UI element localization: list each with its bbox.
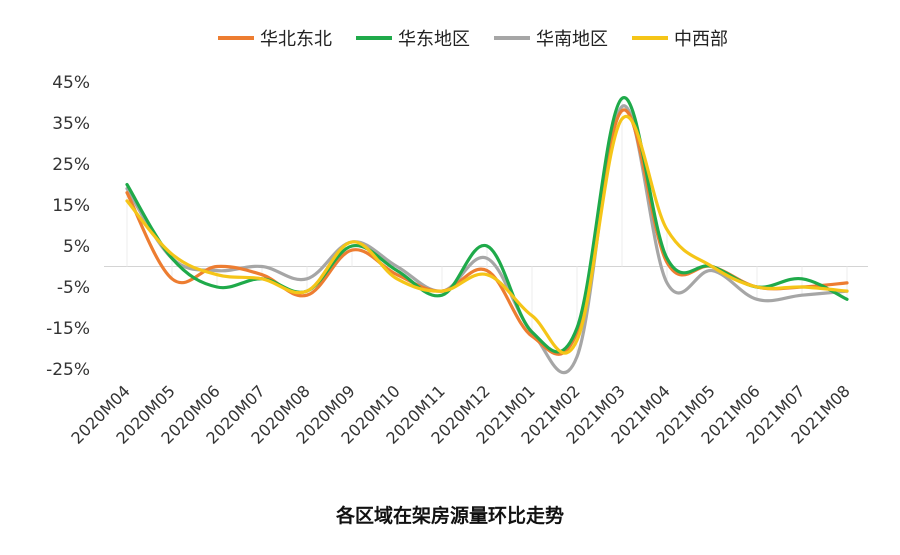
legend-label: 华北东北: [260, 29, 332, 50]
legend: 华北东北 华东地区 华南地区 中西部: [218, 29, 728, 50]
series-line-1: [125, 96, 849, 354]
legend-item: 中西部: [632, 29, 728, 50]
y-tick-label: -25%: [46, 360, 90, 380]
y-tick-label: 35%: [52, 114, 90, 134]
category-drop-lines: [126, 98, 848, 357]
y-tick-label: 5%: [63, 237, 90, 257]
series-line-3: [125, 114, 849, 355]
y-tick-label: 25%: [52, 155, 90, 175]
legend-item: 华北东北: [218, 29, 332, 50]
y-tick-label: 15%: [52, 196, 90, 216]
y-tick-label: 45%: [52, 73, 90, 93]
legend-item: 华南地区: [494, 29, 608, 50]
y-axis: 45% 35% 25% 15% 5% -5% -15% -25%: [46, 73, 90, 380]
legend-item: 华东地区: [356, 29, 470, 50]
x-axis: 2020M042020M052020M062020M072020M082020M…: [67, 381, 853, 447]
series-line-0: [125, 108, 849, 356]
chart-title: 各区域在架房源量环比走势: [335, 504, 564, 527]
legend-label: 中西部: [674, 29, 728, 50]
y-tick-label: -15%: [46, 319, 90, 339]
series-line-2: [125, 104, 849, 375]
legend-label: 华东地区: [398, 29, 470, 50]
y-tick-label: -5%: [57, 278, 90, 298]
series-lines: [125, 96, 849, 375]
legend-label: 华南地区: [536, 29, 608, 50]
